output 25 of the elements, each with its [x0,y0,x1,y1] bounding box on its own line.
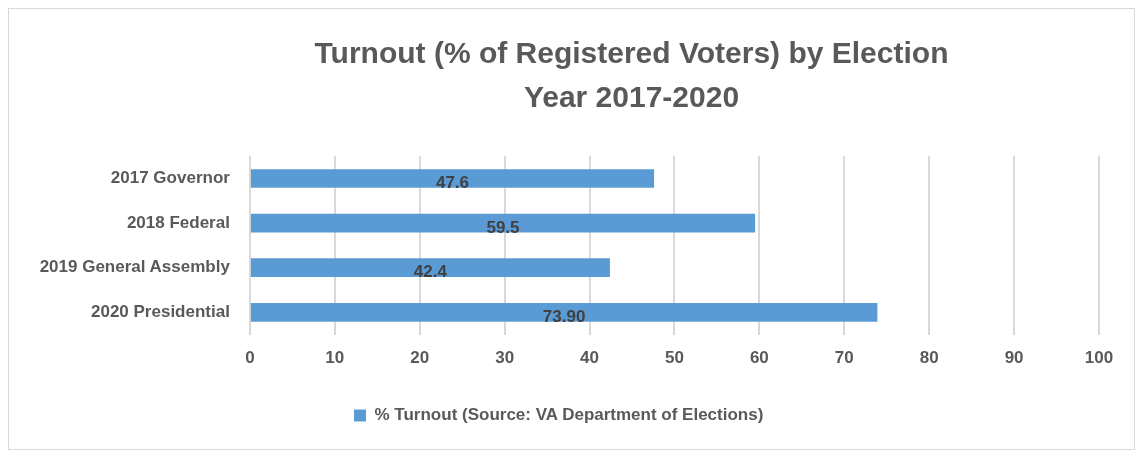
chart-title: Turnout (% of Registered Voters) by Election Year 2017-2020 [313,35,950,115]
x-tick-label: 50 [664,348,684,368]
x-tick-label: 40 [580,348,599,368]
y-tick-label: 2017 Governor [110,168,231,188]
x-tick-label: 100 [1084,348,1114,368]
bar [250,302,878,322]
x-tick-label: 60 [749,348,769,368]
x-tick-label: 20 [410,348,430,368]
y-tick-label: 2018 Federal [126,212,230,232]
x-tick-label: 90 [1004,348,1024,368]
data-label: 59.5 [486,217,520,237]
legend-label: % Turnout (Source: VA Department of Elections) [374,405,764,425]
x-tick-label: 0 [245,348,255,368]
data-label: 73.90 [542,306,586,326]
y-tick-label: 2020 Presidential [90,301,230,321]
x-tick-label: 30 [495,348,515,368]
bar [250,169,655,188]
bar [250,258,610,278]
y-tick-label: 2019 General Assembly [39,257,231,277]
x-tick-label: 80 [919,348,939,368]
x-tick-label: 70 [834,348,854,368]
x-tick-label: 10 [325,348,345,368]
data-label: 42.4 [413,262,448,282]
bar [250,213,756,233]
data-label: 47.6 [435,173,470,193]
